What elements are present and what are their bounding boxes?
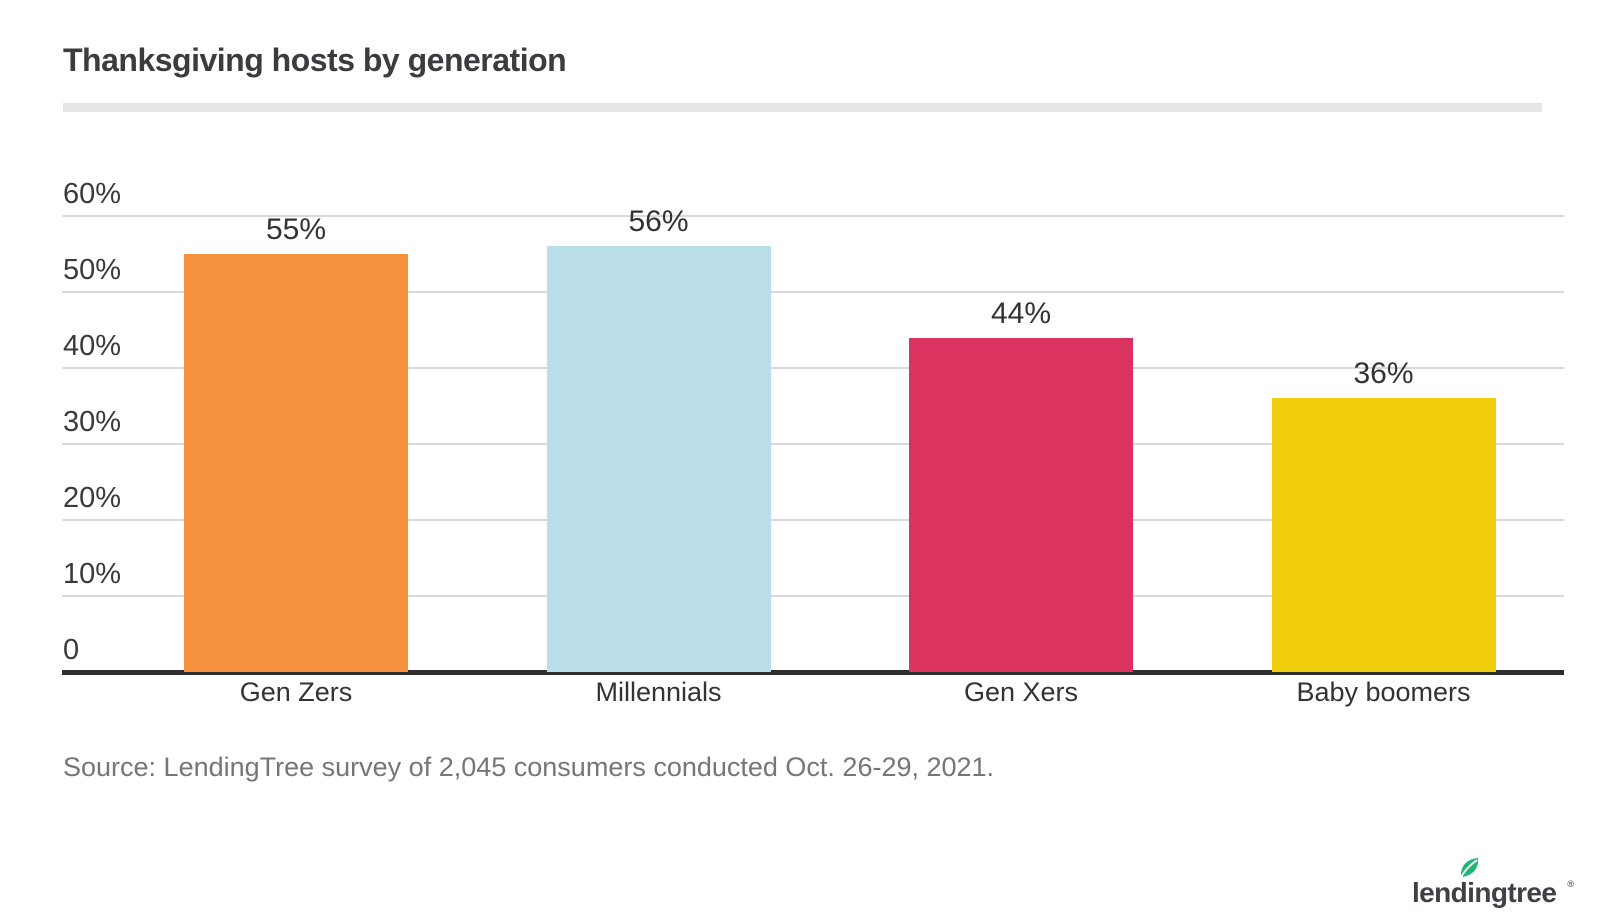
bar-value-label: 55%: [265, 213, 327, 246]
x-axis-category-label: Baby boomers: [1296, 677, 1471, 707]
lendingtree-logo: lendingtree ®: [1412, 858, 1574, 908]
gridline: [62, 367, 1564, 369]
x-axis-category-label: Gen Zers: [239, 677, 353, 707]
y-axis-tick-label: 50%: [63, 254, 122, 286]
source-note: Source: LendingTree survey of 2,045 cons…: [63, 752, 995, 782]
chart-title: Thanksgiving hosts by generation: [63, 42, 567, 78]
gridline: [62, 443, 1564, 445]
y-axis-tick-label: 60%: [63, 178, 122, 210]
title-divider: [63, 103, 1542, 112]
y-axis-tick-label: 30%: [63, 406, 122, 438]
y-axis-tick-label: 10%: [63, 558, 122, 590]
gridline: [62, 519, 1564, 521]
y-axis-tick-label: 40%: [63, 330, 122, 362]
gridline: [62, 291, 1564, 293]
bar-millennials: [546, 246, 771, 672]
bar-gen-zers: [184, 254, 408, 672]
bar-value-label: 56%: [628, 205, 689, 239]
logo-text: lendingtree: [1412, 877, 1557, 908]
y-axis-tick-label: 20%: [63, 482, 122, 514]
gridline: [62, 595, 1564, 597]
x-axis-category-label: Millennials: [595, 677, 722, 707]
y-axis-tick-label: 0: [63, 634, 80, 666]
logo-registered-mark: ®: [1567, 879, 1574, 889]
bar-value-label: 44%: [990, 296, 1052, 330]
x-axis-line: [62, 670, 1564, 675]
x-axis-category-label: Gen Xers: [963, 677, 1079, 707]
bar-baby-boomers: [1271, 398, 1496, 672]
leaf-icon: [1459, 858, 1479, 880]
bar-value-label: 36%: [1353, 357, 1414, 391]
gridline: [62, 215, 1564, 217]
bar-gen-xers: [909, 337, 1133, 672]
